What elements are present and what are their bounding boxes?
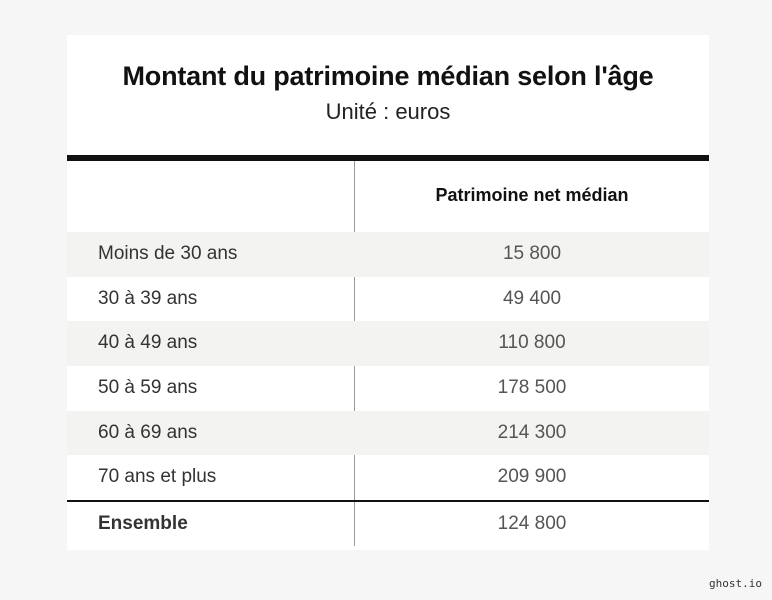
- row-value: 49 400: [502, 287, 562, 309]
- total-rule: [67, 500, 709, 502]
- table-row: 70 ans et plus 209 900: [67, 455, 709, 500]
- total-label: Ensemble: [98, 513, 188, 534]
- row-value: 178 500: [497, 377, 567, 399]
- table-row: 50 à 59 ans 178 500: [67, 366, 709, 411]
- total-row: Ensemble 124 800: [67, 502, 709, 546]
- row-label: 50 à 59 ans: [98, 377, 198, 399]
- row-label: 40 à 49 ans: [98, 332, 198, 354]
- row-label: 70 ans et plus: [98, 466, 217, 488]
- table-row: 40 à 49 ans 110 800: [67, 321, 709, 367]
- row-value: 15 800: [502, 243, 562, 264]
- row-value: 214 300: [497, 421, 567, 443]
- table-subtitle: Unité : euros: [325, 99, 451, 124]
- table-row: Moins de 30 ans 15 800: [67, 232, 709, 277]
- row-label: 30 à 39 ans: [98, 287, 198, 309]
- table-card: Montant du patrimoine médian selon l'âge…: [67, 35, 709, 550]
- table-title: Montant du patrimoine médian selon l'âge: [122, 61, 654, 91]
- watermark: ghost.io: [709, 577, 762, 590]
- total-value: 124 800: [497, 513, 567, 534]
- row-value: 110 800: [498, 332, 566, 354]
- row-label: Moins de 30 ans: [98, 243, 238, 264]
- row-value: 209 900: [497, 466, 567, 488]
- table-row: 60 à 69 ans 214 300: [67, 410, 709, 456]
- table-body: Moins de 30 ans 15 800 30 à 39 ans 49 40…: [67, 232, 709, 500]
- row-label: 60 à 69 ans: [98, 421, 198, 443]
- header-rule: [67, 155, 709, 161]
- table-row: 30 à 39 ans 49 400: [67, 277, 709, 322]
- column-header: Patrimoine net médian: [435, 185, 629, 205]
